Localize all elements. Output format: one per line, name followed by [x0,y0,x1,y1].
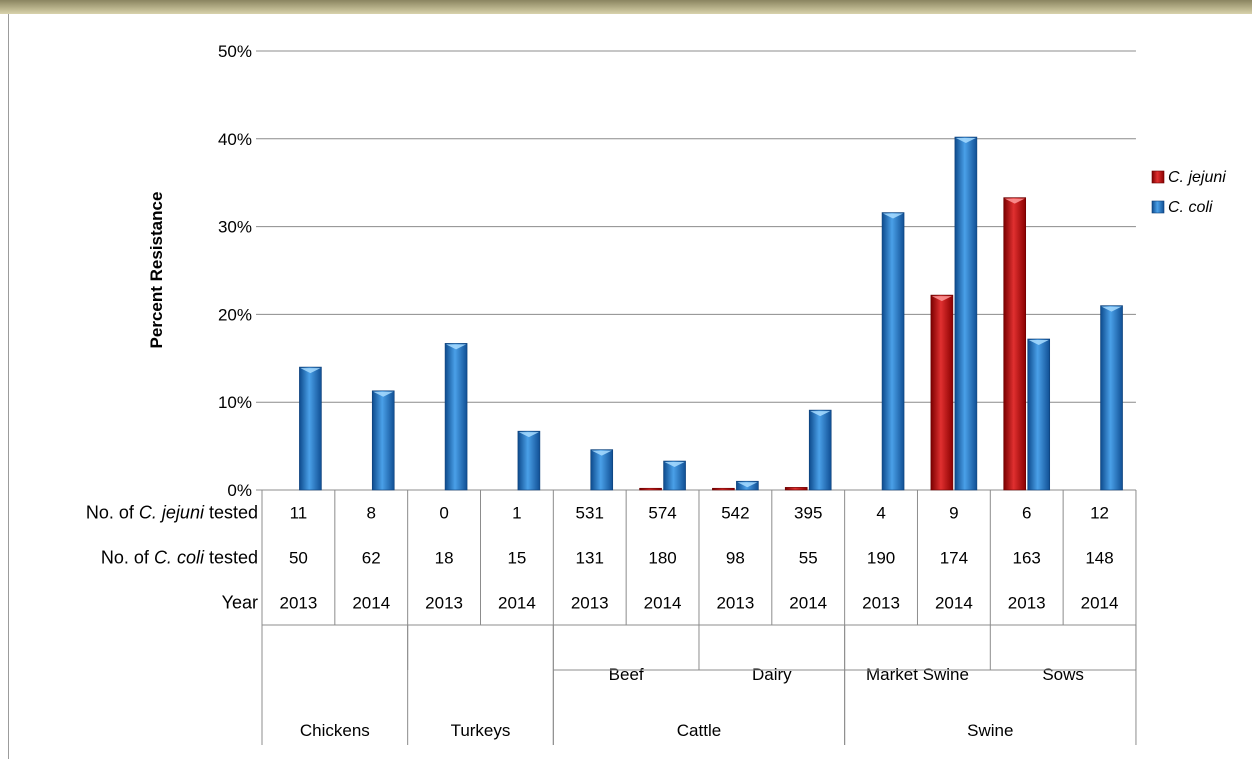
coli-bar [590,449,614,491]
table-cell: 574 [648,504,676,523]
table-cell: 4 [876,504,885,523]
jejuni-bar [784,487,808,491]
coli-bar [663,460,686,491]
window-frame-left [8,14,9,759]
table-cell: 2013 [862,594,900,613]
table-cell: 1 [512,504,521,523]
table-cell: 190 [867,549,895,568]
table-cell: 2013 [716,594,754,613]
window-frame-top [0,0,1252,14]
legend-label: C. coli [1168,199,1213,216]
jejuni-bar-cap [931,296,952,302]
table-cell: 2014 [935,594,973,613]
table-cell: 395 [794,504,822,523]
data-table: No. of C. jejuni tested 11 8 0 1 531 574 542 395… [86,490,1137,745]
table-cell: 2013 [280,594,318,613]
coli-bar-cap [883,213,904,219]
table-cell: 180 [648,549,676,568]
table-cell: 2013 [425,594,463,613]
jejuni-bar [712,487,735,491]
y-tick-label: 20% [218,305,252,324]
table-cell: 2014 [352,594,390,613]
table-cell: 148 [1085,549,1113,568]
legend-label: C. jejuni [1168,169,1226,186]
y-tick-label: 0% [227,481,252,500]
subgroup-label: Dairy [752,665,792,684]
coli-bar-cap [518,432,539,438]
table-cell: 2014 [1081,594,1119,613]
table-cell: 0 [439,504,448,523]
coli-bar-cap [737,482,758,488]
table-cell: 12 [1090,504,1109,523]
coli-bar-cap [810,411,831,417]
table-cell: 2014 [644,594,682,613]
jejuni-bar [639,487,662,491]
table-cell: 8 [367,504,376,523]
jejuni-bar-cap [1004,198,1025,204]
gridlines [256,50,1136,491]
table-row-label: No. of C. coli tested [101,548,258,568]
table-cell: 531 [576,504,604,523]
jejuni-bar [930,294,954,491]
table-cell: 55 [799,549,818,568]
y-tick-label: 40% [218,130,252,149]
jejuni-bar [1003,197,1027,491]
group-label: Swine [967,721,1013,740]
coli-bar [371,390,395,491]
table-cell: 62 [362,549,381,568]
table-cell: 2014 [789,594,827,613]
table-cell: 174 [940,549,968,568]
coli-bar-cap [1028,339,1049,345]
table-cell: 11 [290,504,308,523]
y-tick-label: 10% [218,393,252,412]
subgroup-label: Sows [1042,665,1084,684]
subgroup-label: Beef [609,665,644,684]
coli-bar [1100,305,1123,491]
coli-bar [881,212,905,491]
table-cell: 163 [1013,549,1041,568]
table-cell: 131 [576,549,604,568]
coli-bar-cap [300,368,321,374]
table-cell: 98 [726,549,745,568]
table-row-label: No. of C. jejuni tested [86,503,258,523]
table-cell: 9 [949,504,958,523]
coli-bar [517,430,541,491]
group-label: Cattle [677,721,721,740]
y-axis-ticks: 0% 10% 20% 30% 40% 50% [218,42,252,500]
table-cell: 6 [1022,504,1031,523]
legend-swatch-jejuni [1151,170,1165,184]
table-cell: 542 [721,504,749,523]
coli-bar-cap [1101,306,1122,312]
table-cell: 50 [289,549,308,568]
coli-bar [1027,338,1051,491]
coli-bar [444,343,468,491]
subgroup-label: Market Swine [866,665,969,684]
group-label: Chickens [300,721,370,740]
coli-bar-cap [373,391,394,397]
y-tick-label: 50% [218,42,252,61]
bars [299,136,1123,491]
table-cell: 2013 [571,594,609,613]
coli-bar [954,136,978,491]
y-axis-title: Percent Resistance [147,192,166,349]
coli-bar [808,409,832,491]
table-cell: 2013 [1008,594,1046,613]
coli-bar-cap [446,344,467,350]
table-row-label: Year [222,593,258,613]
coli-bar-cap [664,462,685,468]
legend: C. jejuni C. coli [1151,169,1226,216]
group-label: Turkeys [451,721,511,740]
table-cell: 2014 [498,594,536,613]
coli-bar [299,366,322,491]
coli-bar-cap [955,138,976,144]
table-cell: 15 [507,549,526,568]
legend-swatch-coli [1151,200,1165,214]
coli-bar-cap [591,450,612,456]
table-cell: 18 [435,549,454,568]
y-tick-label: 30% [218,218,252,237]
